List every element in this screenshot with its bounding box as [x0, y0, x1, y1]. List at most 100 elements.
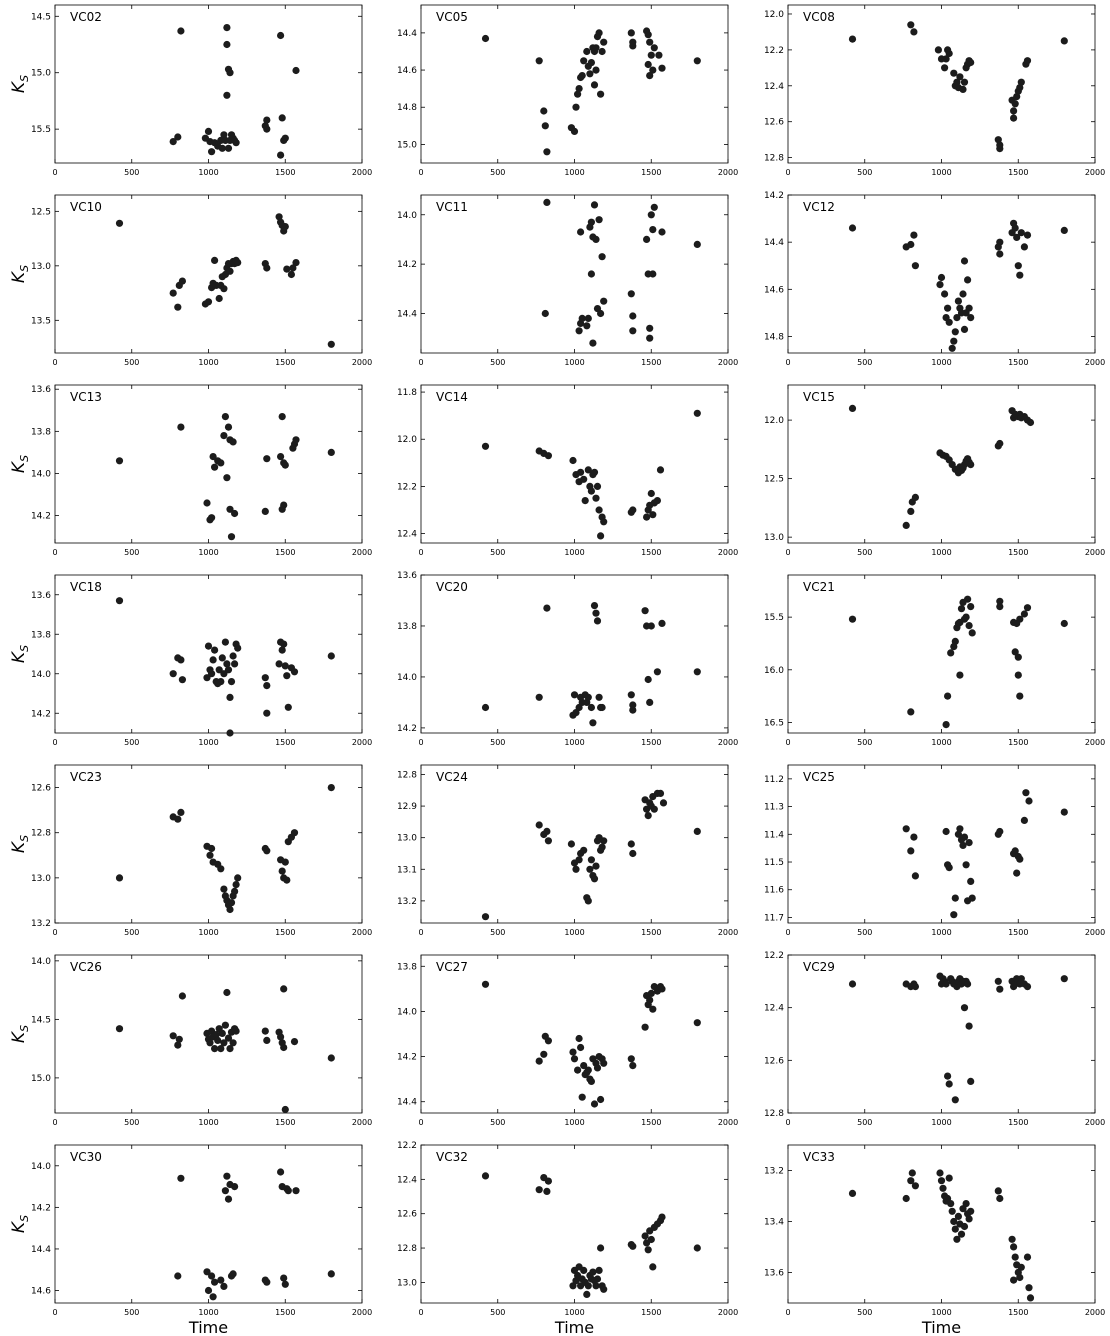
data-point	[177, 1174, 185, 1182]
panel-vc14: 0 500 1000 1500 2000 11.8 12.0 12.2 12.4 VC14	[397, 384, 738, 557]
panel-vc30: 0 500 1000 1500 2000 14.0 14.2 14.4 14.6 VC30 KS Ti…	[9, 1144, 372, 1336]
data-point	[1014, 671, 1022, 679]
data-point	[541, 309, 549, 318]
data-point	[941, 290, 949, 298]
data-point	[910, 231, 918, 239]
data-point	[229, 438, 237, 446]
y-tick-label: 14.0	[31, 670, 51, 680]
data-point	[275, 213, 283, 221]
data-point	[600, 1059, 608, 1067]
data-point	[693, 827, 701, 836]
y-tick-label: 11.4	[764, 830, 784, 840]
data-point	[965, 622, 973, 630]
data-point	[1010, 107, 1018, 115]
plot-frame	[787, 764, 1096, 924]
data-point	[221, 1187, 229, 1195]
data-point	[902, 1194, 910, 1203]
data-point	[600, 1285, 608, 1293]
data-point	[600, 837, 608, 845]
data-point	[224, 423, 233, 431]
data-point	[1014, 653, 1022, 661]
panel-title: VC20	[436, 580, 468, 594]
data-point	[1020, 243, 1028, 251]
data-point	[595, 506, 603, 514]
data-point	[327, 784, 335, 792]
data-point	[592, 609, 600, 617]
data-point	[951, 637, 959, 646]
data-point	[292, 1187, 300, 1195]
x-tick-label: 0	[785, 358, 790, 367]
x-tick-label: 2000	[718, 358, 738, 367]
x-tick-label: 0	[418, 358, 423, 367]
data-point	[848, 404, 857, 412]
data-point	[284, 1187, 292, 1195]
data-point	[277, 1033, 285, 1041]
x-tick-label: 0	[418, 1308, 423, 1317]
x-tick-label: 500	[124, 1308, 139, 1317]
y-tick-label: 13.8	[31, 630, 51, 640]
data-point	[218, 654, 226, 662]
data-point	[583, 322, 591, 330]
y-tick-label: 15.0	[31, 1074, 51, 1084]
y-axis-label-subscript: S	[18, 1025, 31, 1032]
y-tick-label: 14.0	[31, 1162, 51, 1172]
data-point	[544, 1037, 553, 1045]
data-point	[996, 1194, 1004, 1203]
x-tick-label: 1000	[564, 1308, 584, 1317]
y-tick-label: 15.0	[31, 69, 51, 79]
data-point	[587, 59, 596, 67]
data-point	[535, 1186, 543, 1194]
data-point	[261, 507, 269, 515]
data-point	[627, 691, 635, 699]
data-point	[658, 1213, 666, 1221]
data-point	[967, 1207, 975, 1215]
x-tick-label: 1000	[564, 358, 584, 367]
data-point	[231, 660, 239, 668]
x-tick-label: 1000	[564, 738, 584, 747]
data-point	[907, 21, 915, 29]
data-point	[902, 521, 910, 530]
data-point	[263, 125, 271, 133]
data-point	[589, 719, 597, 727]
data-point	[592, 494, 600, 502]
x-tick-label: 500	[490, 928, 505, 937]
data-point	[292, 436, 300, 444]
x-tick-label: 0	[418, 548, 423, 557]
data-point	[953, 314, 961, 322]
x-tick-label: 2000	[352, 1308, 372, 1317]
x-tick-label: 1500	[275, 168, 295, 177]
x-tick-label: 1000	[931, 738, 951, 747]
data-point	[693, 409, 701, 417]
data-point	[543, 827, 551, 836]
y-tick-label: 13.5	[31, 316, 51, 326]
data-point	[643, 235, 651, 243]
data-point	[939, 1184, 947, 1192]
data-point	[115, 457, 124, 465]
data-point	[1016, 1273, 1024, 1282]
data-point	[209, 656, 217, 664]
data-point	[218, 1029, 226, 1037]
data-point	[280, 640, 288, 648]
panel-vc32: 0 500 1000 1500 2000 12.2 12.4 12.6 12.8 13.0 VC32…	[397, 1141, 738, 1336]
y-tick-label: 14.2	[397, 1053, 417, 1063]
data-point	[960, 1004, 969, 1012]
data-point	[1016, 855, 1024, 863]
y-tick-label: 14.0	[397, 1007, 417, 1017]
data-point	[589, 339, 597, 347]
data-point	[1011, 847, 1019, 855]
data-point	[911, 493, 920, 501]
data-point	[1011, 1253, 1019, 1261]
data-point	[223, 474, 231, 482]
y-tick-label: 12.4	[764, 1004, 784, 1014]
data-point	[263, 1036, 271, 1044]
data-point	[595, 29, 603, 37]
data-point	[583, 1290, 591, 1298]
y-tick-label: 12.4	[397, 530, 417, 540]
data-point	[589, 1268, 597, 1276]
y-tick-label: 12.0	[764, 416, 784, 426]
data-point	[592, 1282, 600, 1290]
y-tick-label: 13.0	[31, 874, 51, 884]
data-point	[281, 134, 289, 142]
data-point	[960, 78, 969, 86]
y-axis-label-subscript: S	[18, 455, 31, 462]
